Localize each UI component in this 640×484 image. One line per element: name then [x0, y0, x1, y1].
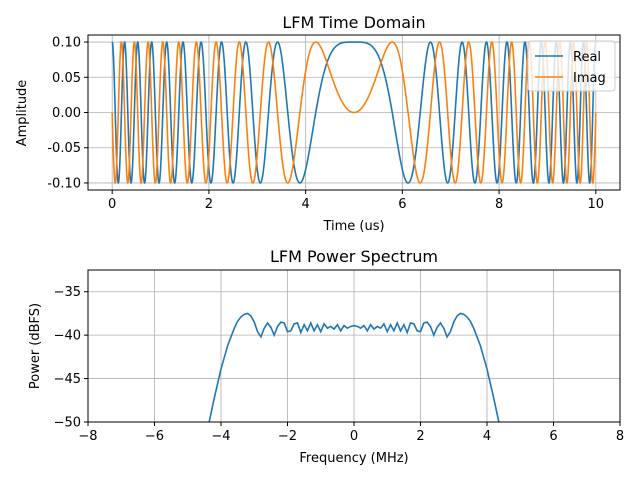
time-domain-ytick-label: 0.05 [52, 71, 81, 86]
power-spectrum-xtick-label: 8 [616, 429, 624, 444]
power-spectrum-ytick-label: −50 [54, 416, 81, 431]
power-spectrum-ylabel: Power (dBFS) [28, 303, 43, 389]
series-line-imag [111, 41, 597, 185]
power-spectrum-grid [87, 270, 621, 423]
series-line-power [208, 312, 500, 422]
time-domain-chart: LFM Time Domain 0 2 4 6 8 10 -0.10 -0.05 0.00 0.0… [15, 13, 621, 234]
power-spectrum-title: LFM Power Spectrum [270, 247, 438, 266]
legend-box [527, 40, 616, 92]
power-spectrum-xtick-label: 2 [416, 429, 424, 444]
power-spectrum-ytick-label: −45 [54, 372, 81, 387]
time-domain-title: LFM Time Domain [282, 13, 425, 32]
time-domain-xtick-label: 4 [301, 197, 309, 212]
time-domain-xtick-label: 2 [205, 197, 213, 212]
power-spectrum-ticks: −8 −6 −4 −2 0 2 4 6 8 −50 −45 −40 −35 [54, 285, 625, 444]
time-domain-ytick-label: 0.00 [52, 106, 81, 121]
power-spectrum-xtick-label: 4 [483, 429, 491, 444]
power-spectrum-ytick-label: −35 [54, 285, 81, 300]
legend-label-real: Real [573, 50, 601, 65]
power-spectrum-xtick-label: −6 [145, 429, 164, 444]
time-domain-ticks: 0 2 4 6 8 10 -0.10 -0.05 0.00 0.05 0.10 [47, 36, 604, 212]
series-line-real [111, 40, 597, 185]
power-spectrum-xtick-label: 6 [549, 429, 557, 444]
time-domain-xtick-label: 10 [588, 197, 605, 212]
power-spectrum-xtick-label: −8 [78, 429, 97, 444]
time-domain-xlabel: Time (us) [322, 219, 384, 234]
time-domain-xtick-label: 6 [398, 197, 406, 212]
time-domain-xtick-label: 0 [108, 197, 116, 212]
power-spectrum-ytick-label: −40 [54, 329, 81, 344]
power-spectrum-xtick-label: −4 [211, 429, 230, 444]
legend: Real Imag [527, 40, 616, 92]
legend-label-imag: Imag [573, 71, 606, 86]
power-spectrum-xlabel: Frequency (MHz) [299, 451, 408, 466]
time-domain-xtick-label: 8 [495, 197, 503, 212]
time-domain-ytick-label: -0.05 [47, 141, 81, 156]
power-spectrum-xtick-label: −2 [278, 429, 297, 444]
power-spectrum-chart: LFM Power Spectrum −8 −6 −4 −2 0 2 4 6 8 −50 −45 −4… [28, 247, 624, 466]
time-domain-ylabel: Amplitude [15, 80, 30, 147]
time-domain-ytick-label: 0.10 [52, 36, 81, 51]
time-domain-ytick-label: -0.10 [47, 176, 81, 191]
power-spectrum-xtick-label: 0 [350, 429, 358, 444]
